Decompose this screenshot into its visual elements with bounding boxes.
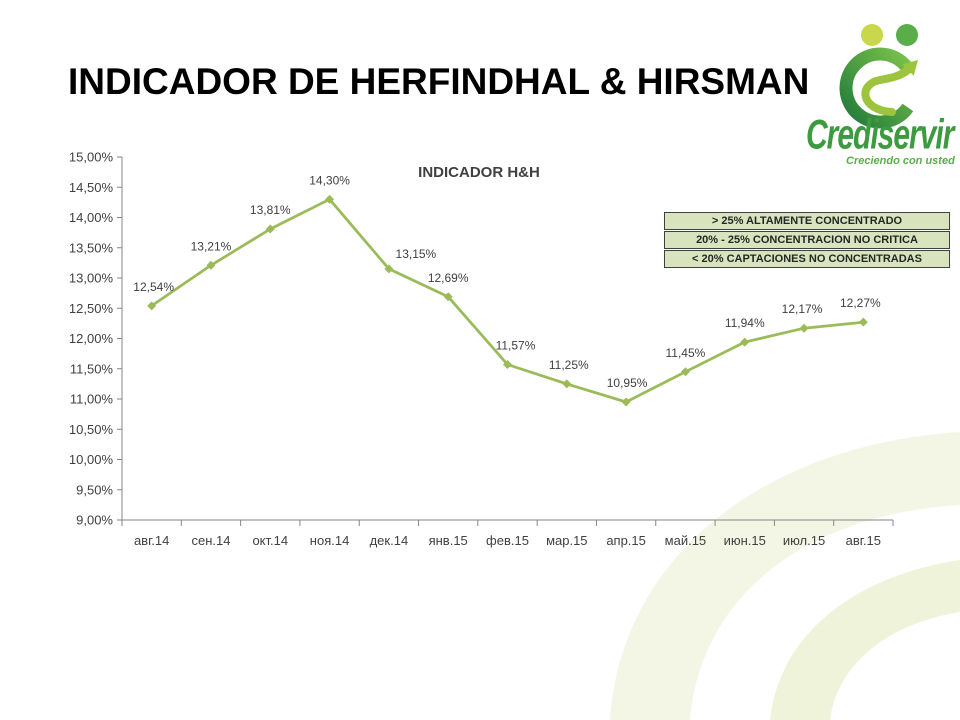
x-tick-label: апр.15 <box>606 533 646 548</box>
concentration-scale: > 25% ALTAMENTE CONCENTRADO 20% - 25% CO… <box>664 212 950 269</box>
data-point-marker <box>799 323 809 333</box>
data-label: 14,30% <box>309 173 350 187</box>
data-point-marker <box>680 367 690 377</box>
logo-tagline: Creciendo con usted <box>846 155 955 167</box>
x-tick-label: авг.15 <box>846 533 881 548</box>
data-label: 11,25% <box>549 358 589 372</box>
y-tick-label: 9,00% <box>76 513 113 528</box>
data-label: 11,57% <box>496 339 536 353</box>
data-label: 12,27% <box>840 296 881 310</box>
x-tick-label: сен.14 <box>191 533 230 548</box>
crediservir-swirl-arrow-icon <box>839 24 918 129</box>
data-label: 12,54% <box>133 280 174 294</box>
x-tick-label: окт.14 <box>252 533 288 548</box>
y-tick-label: 9,50% <box>76 482 113 497</box>
crediservir-logo: Crediservir Creciendo con usted <box>800 14 960 176</box>
chart-title: INDICADOR H&H <box>418 164 540 181</box>
data-label: 11,94% <box>725 316 765 330</box>
y-tick-label: 11,50% <box>70 361 114 376</box>
watermark-inner-band <box>770 560 960 720</box>
x-tick-label: янв.15 <box>429 533 468 548</box>
x-tick-label: ноя.14 <box>310 533 350 548</box>
logo-light-dot-icon <box>861 24 883 46</box>
y-tick-label: 12,50% <box>69 301 114 316</box>
data-label: 11,45% <box>666 346 706 360</box>
data-label: 13,15% <box>396 247 437 261</box>
logo-wordmark: Crediservir <box>806 112 954 159</box>
y-tick-label: 15,00% <box>69 150 114 165</box>
data-point-marker <box>503 360 512 370</box>
data-point-marker <box>621 397 631 407</box>
y-tick-label: 12,00% <box>69 331 114 346</box>
data-point-marker <box>206 260 216 270</box>
data-point-marker <box>858 317 868 327</box>
data-label: 13,21% <box>191 239 232 253</box>
data-label: 12,69% <box>428 271 469 285</box>
x-tick-label: май.15 <box>665 533 707 548</box>
scale-box-high-concentration: > 25% ALTAMENTE CONCENTRADO <box>664 212 950 230</box>
x-tick-label: мар.15 <box>546 533 587 548</box>
x-tick-label: фев.15 <box>486 533 529 548</box>
data-point-marker <box>562 379 572 389</box>
x-tick-label: дек.14 <box>370 533 409 548</box>
y-tick-label: 10,50% <box>69 422 114 437</box>
y-tick-label: 13,00% <box>69 271 114 286</box>
logo-dark-dot-icon <box>896 24 918 46</box>
plot-area: 9,00% 9,50% 10,00% 10,50% 11,00% 11,50% 12,00%… <box>69 150 894 548</box>
watermark-outer-band <box>610 432 960 720</box>
data-point-marker <box>443 292 453 302</box>
y-tick-label: 10,00% <box>69 452 114 467</box>
logo-arrow-head-icon <box>902 60 918 76</box>
logo-ring-icon <box>839 47 914 129</box>
data-point-marker <box>265 224 275 234</box>
x-tick-label: июл.15 <box>783 533 825 548</box>
y-tick-label: 13,50% <box>69 240 114 255</box>
x-tick-label: авг.14 <box>134 533 169 548</box>
scale-box-non-critical: 20% - 25% CONCENTRACION NO CRITICA <box>664 231 950 249</box>
data-point-marker <box>147 301 157 311</box>
slide-title: INDICADOR DE HERFINDHAL & HIRSMAN <box>68 61 810 102</box>
scale-box-not-concentrated: < 20% CAPTACIONES NO CONCENTRADAS <box>664 250 950 268</box>
y-tick-label: 14,00% <box>69 210 114 225</box>
x-tick-label: июн.15 <box>724 533 766 548</box>
data-point-marker <box>740 337 750 347</box>
data-point-marker <box>325 194 335 204</box>
data-point-marker <box>384 264 394 274</box>
logo-arrow-stem-icon <box>861 66 912 116</box>
data-label: 13,81% <box>250 203 291 217</box>
y-tick-label: 11,00% <box>70 392 114 407</box>
data-label: 10,95% <box>607 376 648 390</box>
data-label: 12,17% <box>782 302 823 316</box>
y-tick-label: 14,50% <box>69 180 114 195</box>
